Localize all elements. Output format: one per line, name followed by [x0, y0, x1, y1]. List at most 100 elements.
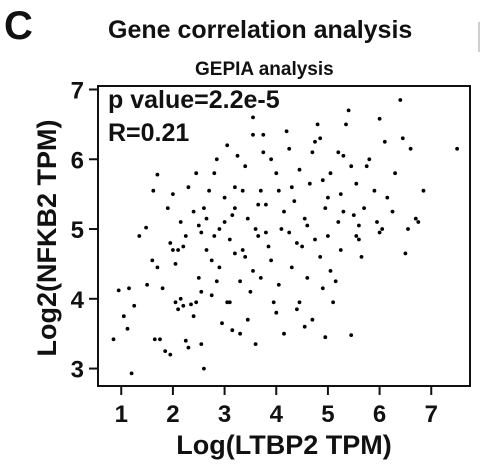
- data-point: [341, 209, 346, 214]
- data-point: [202, 366, 206, 371]
- data-point: [269, 258, 273, 263]
- data-point: [183, 338, 188, 343]
- data-point: [235, 153, 240, 158]
- y-tick-label: 7: [71, 77, 84, 104]
- data-point: [310, 150, 315, 155]
- data-point: [367, 157, 372, 162]
- data-point: [408, 146, 413, 151]
- data-point: [217, 227, 222, 231]
- data-point: [155, 172, 160, 177]
- data-point: [364, 164, 369, 169]
- data-point: [323, 335, 328, 340]
- data-point: [202, 206, 206, 211]
- data-point: [349, 333, 354, 337]
- y-tick-label: 4: [71, 287, 85, 314]
- data-point: [227, 237, 232, 242]
- data-point: [305, 223, 310, 228]
- data-point: [264, 202, 268, 207]
- data-point: [158, 337, 162, 342]
- data-point: [209, 293, 214, 298]
- data-point: [302, 216, 307, 221]
- x-tick-label: 7: [425, 401, 438, 428]
- data-point: [127, 286, 131, 291]
- data-point: [165, 206, 170, 211]
- data-point: [163, 349, 168, 353]
- y-axis: 3 4 5 6 7: [71, 77, 98, 384]
- data-point: [362, 206, 366, 211]
- data-point: [233, 251, 237, 256]
- data-point: [300, 244, 304, 249]
- data-point: [313, 139, 317, 144]
- plot-frame: [97, 85, 471, 387]
- data-point: [132, 303, 137, 308]
- data-point: [194, 300, 199, 305]
- data-point: [245, 317, 250, 322]
- data-point: [214, 279, 219, 284]
- data-point: [403, 251, 408, 256]
- data-point: [176, 248, 181, 252]
- data-point: [274, 310, 279, 315]
- data-point: [318, 255, 323, 259]
- data-point: [320, 286, 325, 291]
- data-point: [287, 230, 292, 235]
- data-point: [196, 223, 201, 228]
- data-point: [295, 307, 299, 312]
- data-point: [276, 188, 281, 193]
- data-point: [212, 171, 217, 176]
- data-point: [253, 227, 258, 231]
- data-point: [238, 331, 243, 336]
- data-point: [375, 220, 379, 224]
- data-point: [137, 234, 142, 238]
- data-point: [151, 188, 156, 193]
- data-point: [125, 326, 130, 331]
- data-point: [354, 181, 359, 186]
- data-point: [372, 188, 377, 193]
- chart-subtitle: GEPIA analysis: [195, 59, 334, 80]
- data-point: [173, 262, 178, 266]
- data-point: [292, 199, 297, 204]
- data-point: [256, 234, 261, 238]
- data-point: [253, 342, 258, 346]
- data-point: [196, 276, 201, 280]
- data-point: [302, 324, 307, 329]
- data-point: [359, 255, 364, 259]
- data-point: [264, 230, 268, 235]
- data-point: [227, 300, 232, 305]
- data-point: [282, 209, 286, 214]
- data-point: [279, 227, 284, 231]
- data-point: [233, 185, 237, 190]
- data-point: [393, 171, 397, 176]
- chart-title: Gene correlation analysis: [108, 16, 413, 44]
- data-point: [297, 167, 302, 172]
- data-point: [194, 171, 199, 176]
- data-point: [346, 108, 351, 113]
- x-tick-label: 2: [166, 401, 179, 428]
- data-point: [338, 248, 343, 252]
- data-point: [191, 314, 196, 319]
- data-point: [380, 227, 385, 231]
- data-point: [416, 220, 421, 224]
- data-point: [315, 122, 320, 127]
- data-point: [233, 206, 237, 211]
- data-point: [269, 157, 273, 162]
- x-axis-label: Log(LTBP2 TPM): [176, 430, 391, 460]
- data-point: [160, 286, 165, 291]
- x-tick-label: 4: [270, 401, 284, 428]
- data-point: [220, 321, 224, 326]
- data-point: [382, 139, 387, 144]
- data-point: [251, 115, 255, 120]
- data-point: [282, 331, 286, 336]
- data-point: [145, 282, 150, 287]
- data-point: [186, 185, 191, 190]
- x-tick-label: 3: [218, 401, 231, 428]
- data-point: [243, 164, 248, 169]
- data-point: [204, 216, 209, 221]
- data-point: [258, 276, 263, 280]
- data-point: [400, 136, 405, 141]
- data-point: [199, 289, 204, 294]
- data-point: [413, 216, 418, 221]
- data-point: [207, 188, 212, 193]
- data-point: [313, 237, 317, 242]
- data-point: [225, 143, 230, 148]
- panel-letter: C: [4, 4, 33, 48]
